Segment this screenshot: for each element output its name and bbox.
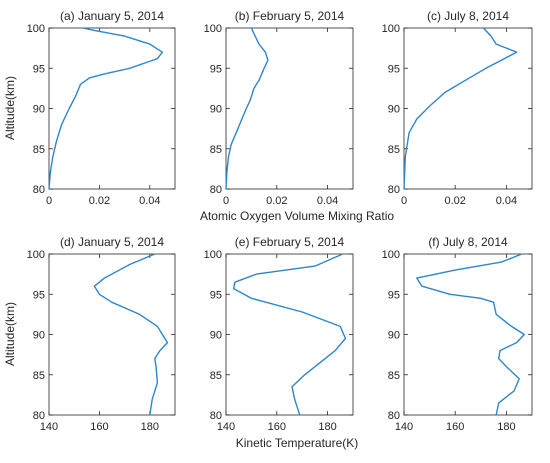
panel-title: (f) July 8, 2014: [428, 235, 508, 249]
panel-6: 140 160 180 80 85 90 95 100 (f) July 8, 2014: [382, 235, 533, 433]
x-tick-label: 160: [268, 421, 286, 433]
y-tick-label: 80: [210, 410, 222, 422]
panel-title: (a) January 5, 2014: [60, 9, 164, 23]
y-axis-label-bottom: Altitude(km): [3, 302, 17, 366]
y-tick-label: 80: [33, 410, 45, 422]
series-line: [416, 253, 525, 416]
x-tick-label: 0.02: [89, 195, 110, 207]
x-tick-label: 180: [497, 421, 515, 433]
panel-2: 0 0.02 0.04 80 85 90 95 100 (b) February 5, 2014: [204, 9, 354, 207]
y-tick-label: 100: [204, 249, 222, 261]
y-tick-label: 95: [33, 289, 45, 301]
y-tick-label: 90: [210, 104, 222, 116]
y-tick-label: 95: [33, 63, 45, 75]
panel-5: 140 160 180 80 85 90 95 100 (e) February 5, 2014: [204, 235, 354, 433]
y-tick-label: 80: [388, 410, 400, 422]
x-axis-label-bottom: Kinetic Temperature(K): [236, 436, 359, 450]
plot-frame: [48, 27, 176, 190]
y-tick-label: 80: [210, 184, 222, 196]
y-tick-label: 80: [33, 184, 45, 196]
panel-3: 0 0.02 0.04 80 85 90 95 100 (c) July 8, 2014: [382, 9, 533, 207]
series-line: [225, 27, 269, 190]
series-line: [48, 27, 164, 190]
x-tick-label: 140: [217, 421, 235, 433]
y-tick-label: 100: [382, 23, 400, 35]
panel-title: (d) January 5, 2014: [60, 235, 164, 249]
y-tick-label: 85: [388, 144, 400, 156]
x-axis-label-top: Atomic Oxygen Volume Mixing Ratio: [200, 209, 394, 223]
x-tick-label: 140: [395, 421, 413, 433]
y-tick-label: 90: [33, 104, 45, 116]
x-tick-label: 160: [90, 421, 108, 433]
y-tick-label: 85: [33, 144, 45, 156]
y-tick-label: 95: [210, 289, 222, 301]
y-tick-label: 85: [210, 144, 222, 156]
x-tick-label: 0: [46, 195, 52, 207]
plot-frame: [403, 27, 533, 190]
y-tick-label: 85: [33, 370, 45, 382]
x-tick-label: 0.02: [444, 195, 465, 207]
y-tick-label: 100: [382, 249, 400, 261]
x-tick-label: 180: [318, 421, 336, 433]
x-tick-label: 0.04: [317, 195, 338, 207]
y-axis-label-top: Altitude(km): [3, 76, 17, 140]
y-tick-label: 90: [210, 330, 222, 342]
panel-1: 0 0.02 0.04 80 85 90 95 100 (a) January 5, 2014: [27, 9, 176, 207]
x-tick-label: 0: [223, 195, 229, 207]
panel-4: 140 160 180 80 85 90 95 100 (d) January 5, 2014: [27, 235, 176, 433]
x-tick-label: 0.04: [496, 195, 517, 207]
x-tick-label: 140: [40, 421, 58, 433]
panel-title: (c) July 8, 2014: [427, 9, 509, 23]
y-tick-label: 90: [388, 104, 400, 116]
panel-title: (e) February 5, 2014: [235, 235, 345, 249]
y-tick-label: 85: [210, 370, 222, 382]
plot-frame: [48, 253, 176, 416]
y-tick-label: 95: [388, 63, 400, 75]
panel-title: (b) February 5, 2014: [235, 9, 345, 23]
y-tick-label: 80: [388, 184, 400, 196]
y-tick-label: 85: [388, 370, 400, 382]
x-tick-label: 0.02: [266, 195, 287, 207]
y-tick-label: 100: [27, 23, 45, 35]
series-line: [232, 253, 347, 416]
y-tick-label: 100: [27, 249, 45, 261]
x-tick-label: 180: [141, 421, 159, 433]
plot-frame: [225, 27, 354, 190]
y-tick-label: 95: [388, 289, 400, 301]
y-tick-label: 100: [204, 23, 222, 35]
series-line: [93, 253, 169, 416]
plot-frame: [403, 253, 533, 416]
x-tick-label: 0.04: [139, 195, 160, 207]
series-line: [403, 27, 518, 190]
x-tick-label: 160: [446, 421, 464, 433]
y-tick-label: 95: [210, 63, 222, 75]
y-tick-label: 90: [33, 330, 45, 342]
x-tick-label: 0: [401, 195, 407, 207]
y-tick-label: 90: [388, 330, 400, 342]
